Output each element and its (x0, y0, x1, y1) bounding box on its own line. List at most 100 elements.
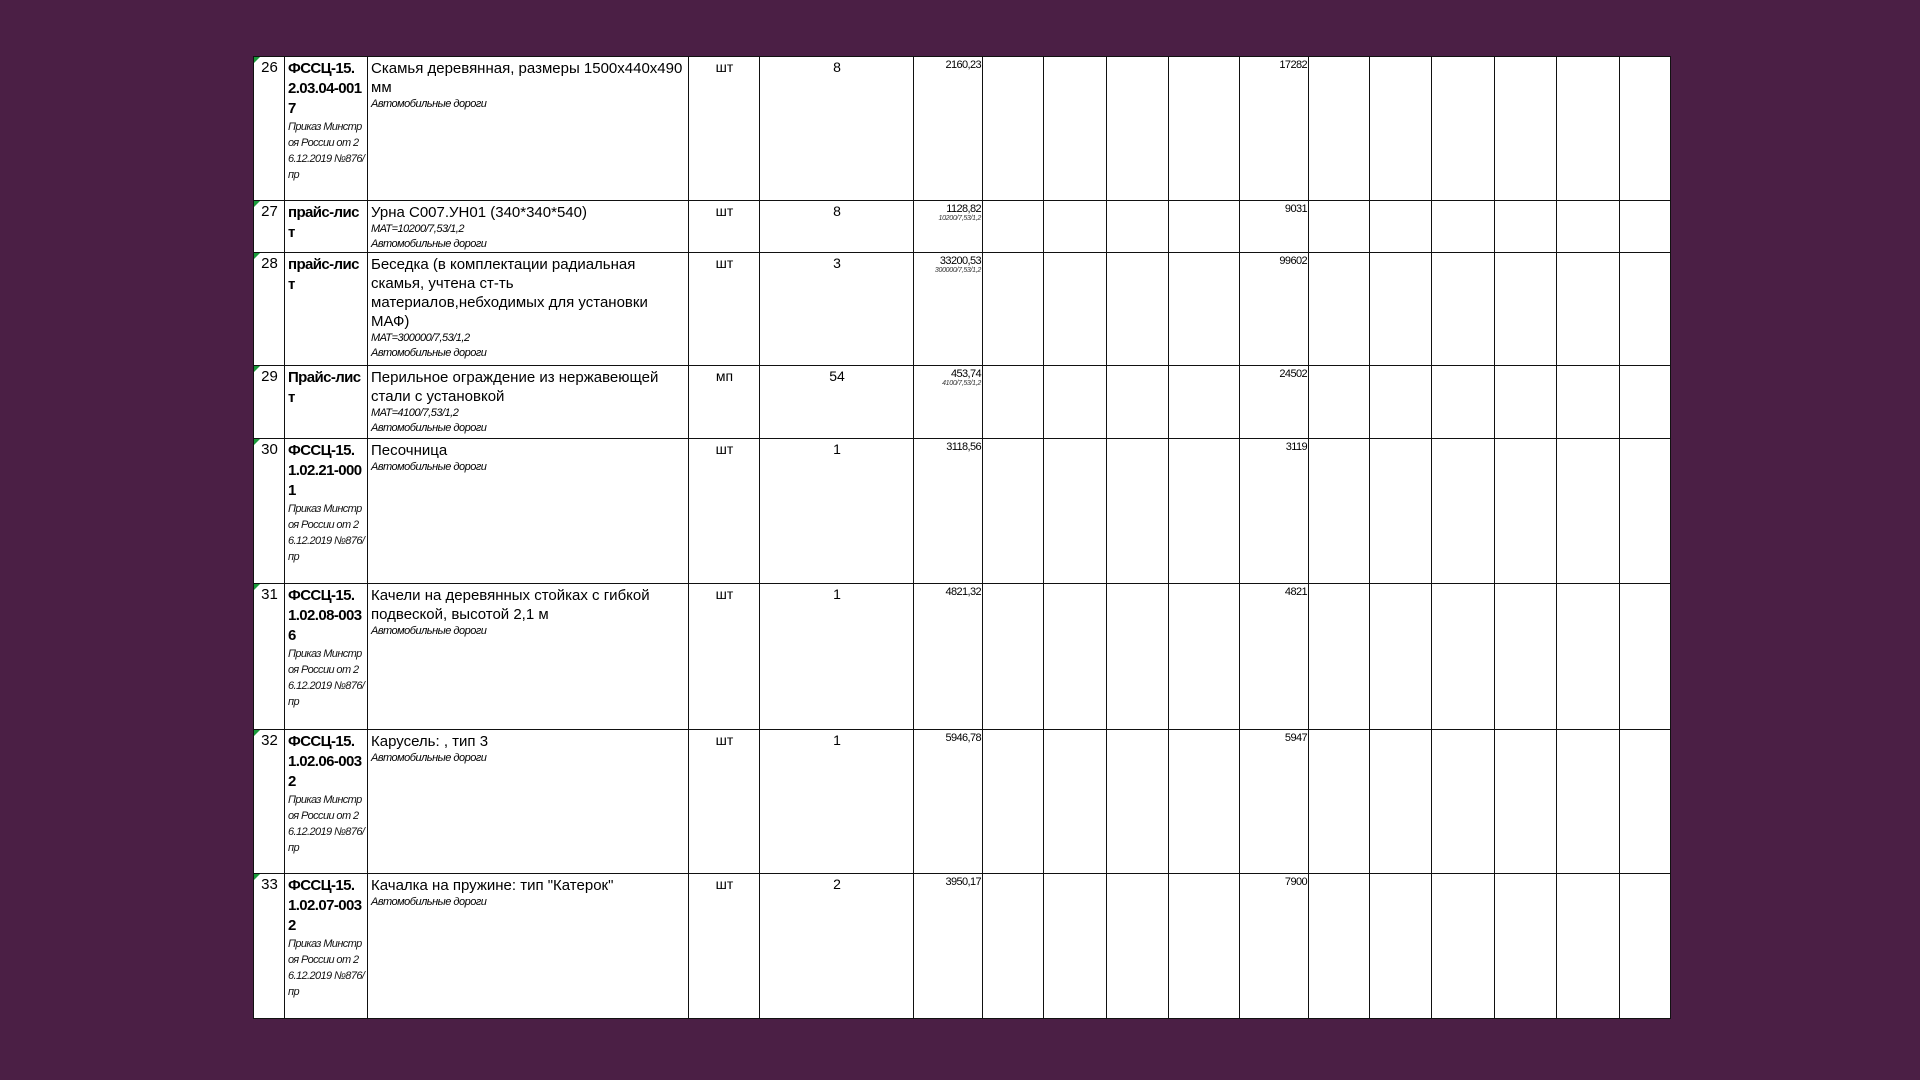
empty-cell[interactable] (1106, 729, 1169, 874)
row-number-cell[interactable]: 27 (253, 200, 285, 253)
comment-indicator-icon[interactable] (254, 201, 260, 207)
unit-cell[interactable]: шт (688, 56, 760, 201)
row-number-cell[interactable]: 33 (253, 873, 285, 1019)
name-cell[interactable]: Перильное ограждение из нержавеющей стал… (367, 365, 689, 439)
empty-cell[interactable] (1431, 56, 1495, 201)
empty-cell[interactable] (1431, 252, 1495, 366)
row-number-cell[interactable]: 26 (253, 56, 285, 201)
empty-cell[interactable] (1308, 583, 1370, 730)
row-number-cell[interactable]: 30 (253, 438, 285, 584)
unit-cell[interactable]: мп (688, 365, 760, 439)
empty-cell[interactable] (1308, 200, 1370, 253)
empty-cell[interactable] (1106, 200, 1169, 253)
empty-cell[interactable] (1556, 873, 1620, 1019)
empty-cell[interactable] (1619, 583, 1671, 730)
empty-cell[interactable] (1168, 252, 1240, 366)
empty-cell[interactable] (982, 252, 1044, 366)
unit-cell[interactable]: шт (688, 252, 760, 366)
quantity-cell[interactable]: 3 (759, 252, 914, 366)
empty-cell[interactable] (1168, 200, 1240, 253)
empty-cell[interactable] (1494, 729, 1557, 874)
empty-cell[interactable] (1308, 873, 1370, 1019)
quantity-cell[interactable]: 8 (759, 56, 914, 201)
price-cell[interactable]: 3950,17 (913, 873, 983, 1019)
empty-cell[interactable] (1308, 252, 1370, 366)
empty-cell[interactable] (1168, 56, 1240, 201)
name-cell[interactable]: Урна С007.УН01 (340*340*540) МАТ=10200/7,… (367, 200, 689, 253)
name-cell[interactable]: Карусель: , тип 3 Автомобильные дороги (367, 729, 689, 874)
total-cell[interactable]: 4821 (1239, 583, 1309, 730)
row-number-cell[interactable]: 31 (253, 583, 285, 730)
price-cell[interactable]: 1128,82 10200/7,53/1,2 (913, 200, 983, 253)
code-cell[interactable]: прайс-лист (284, 200, 368, 253)
empty-cell[interactable] (982, 56, 1044, 201)
empty-cell[interactable] (1619, 200, 1671, 253)
empty-cell[interactable] (1369, 873, 1432, 1019)
empty-cell[interactable] (1043, 438, 1107, 584)
empty-cell[interactable] (1369, 729, 1432, 874)
name-cell[interactable]: Песочница Автомобильные дороги (367, 438, 689, 584)
quantity-cell[interactable]: 54 (759, 365, 914, 439)
empty-cell[interactable] (1431, 583, 1495, 730)
empty-cell[interactable] (982, 200, 1044, 253)
empty-cell[interactable] (1556, 200, 1620, 253)
empty-cell[interactable] (1556, 365, 1620, 439)
code-cell[interactable]: ФССЦ-15.1.02.08-0036 Приказ Минстроя Росс… (284, 583, 368, 730)
empty-cell[interactable] (1043, 56, 1107, 201)
name-cell[interactable]: Беседка (в комплектации радиальная скамь… (367, 252, 689, 366)
quantity-cell[interactable]: 8 (759, 200, 914, 253)
empty-cell[interactable] (1308, 365, 1370, 439)
empty-cell[interactable] (1431, 200, 1495, 253)
comment-indicator-icon[interactable] (254, 57, 260, 63)
empty-cell[interactable] (1168, 873, 1240, 1019)
empty-cell[interactable] (1308, 56, 1370, 201)
empty-cell[interactable] (1369, 252, 1432, 366)
empty-cell[interactable] (1168, 729, 1240, 874)
empty-cell[interactable] (1556, 56, 1620, 201)
row-number-cell[interactable]: 29 (253, 365, 285, 439)
empty-cell[interactable] (1168, 583, 1240, 730)
empty-cell[interactable] (1556, 729, 1620, 874)
code-cell[interactable]: Прайс-лист (284, 365, 368, 439)
price-cell[interactable]: 33200,53 300000/7,53/1,2 (913, 252, 983, 366)
empty-cell[interactable] (1168, 438, 1240, 584)
price-cell[interactable]: 2160,23 (913, 56, 983, 201)
empty-cell[interactable] (982, 438, 1044, 584)
empty-cell[interactable] (1556, 252, 1620, 366)
comment-indicator-icon[interactable] (254, 439, 260, 445)
empty-cell[interactable] (1431, 438, 1495, 584)
unit-cell[interactable]: шт (688, 583, 760, 730)
empty-cell[interactable] (1043, 583, 1107, 730)
empty-cell[interactable] (1494, 365, 1557, 439)
code-cell[interactable]: ФССЦ-15.1.02.21-0001 Приказ Минстроя Росс… (284, 438, 368, 584)
total-cell[interactable]: 17282 (1239, 56, 1309, 201)
empty-cell[interactable] (1619, 438, 1671, 584)
quantity-cell[interactable]: 1 (759, 438, 914, 584)
empty-cell[interactable] (1308, 438, 1370, 584)
name-cell[interactable]: Качели на деревянных стойках с гибкой по… (367, 583, 689, 730)
empty-cell[interactable] (1556, 583, 1620, 730)
empty-cell[interactable] (1556, 438, 1620, 584)
empty-cell[interactable] (1168, 365, 1240, 439)
quantity-cell[interactable]: 1 (759, 583, 914, 730)
code-cell[interactable]: ФССЦ-15.1.02.07-0032 Приказ Минстроя Росс… (284, 873, 368, 1019)
empty-cell[interactable] (1494, 252, 1557, 366)
row-number-cell[interactable]: 28 (253, 252, 285, 366)
comment-indicator-icon[interactable] (254, 366, 260, 372)
empty-cell[interactable] (1369, 583, 1432, 730)
empty-cell[interactable] (1494, 438, 1557, 584)
empty-cell[interactable] (1043, 729, 1107, 874)
empty-cell[interactable] (1431, 365, 1495, 439)
comment-indicator-icon[interactable] (254, 730, 260, 736)
total-cell[interactable]: 99602 (1239, 252, 1309, 366)
row-number-cell[interactable]: 32 (253, 729, 285, 874)
total-cell[interactable]: 9031 (1239, 200, 1309, 253)
empty-cell[interactable] (1043, 200, 1107, 253)
empty-cell[interactable] (1106, 252, 1169, 366)
comment-indicator-icon[interactable] (254, 584, 260, 590)
comment-indicator-icon[interactable] (254, 253, 260, 259)
empty-cell[interactable] (1369, 365, 1432, 439)
price-cell[interactable]: 5946,78 (913, 729, 983, 874)
total-cell[interactable]: 3119 (1239, 438, 1309, 584)
quantity-cell[interactable]: 2 (759, 873, 914, 1019)
